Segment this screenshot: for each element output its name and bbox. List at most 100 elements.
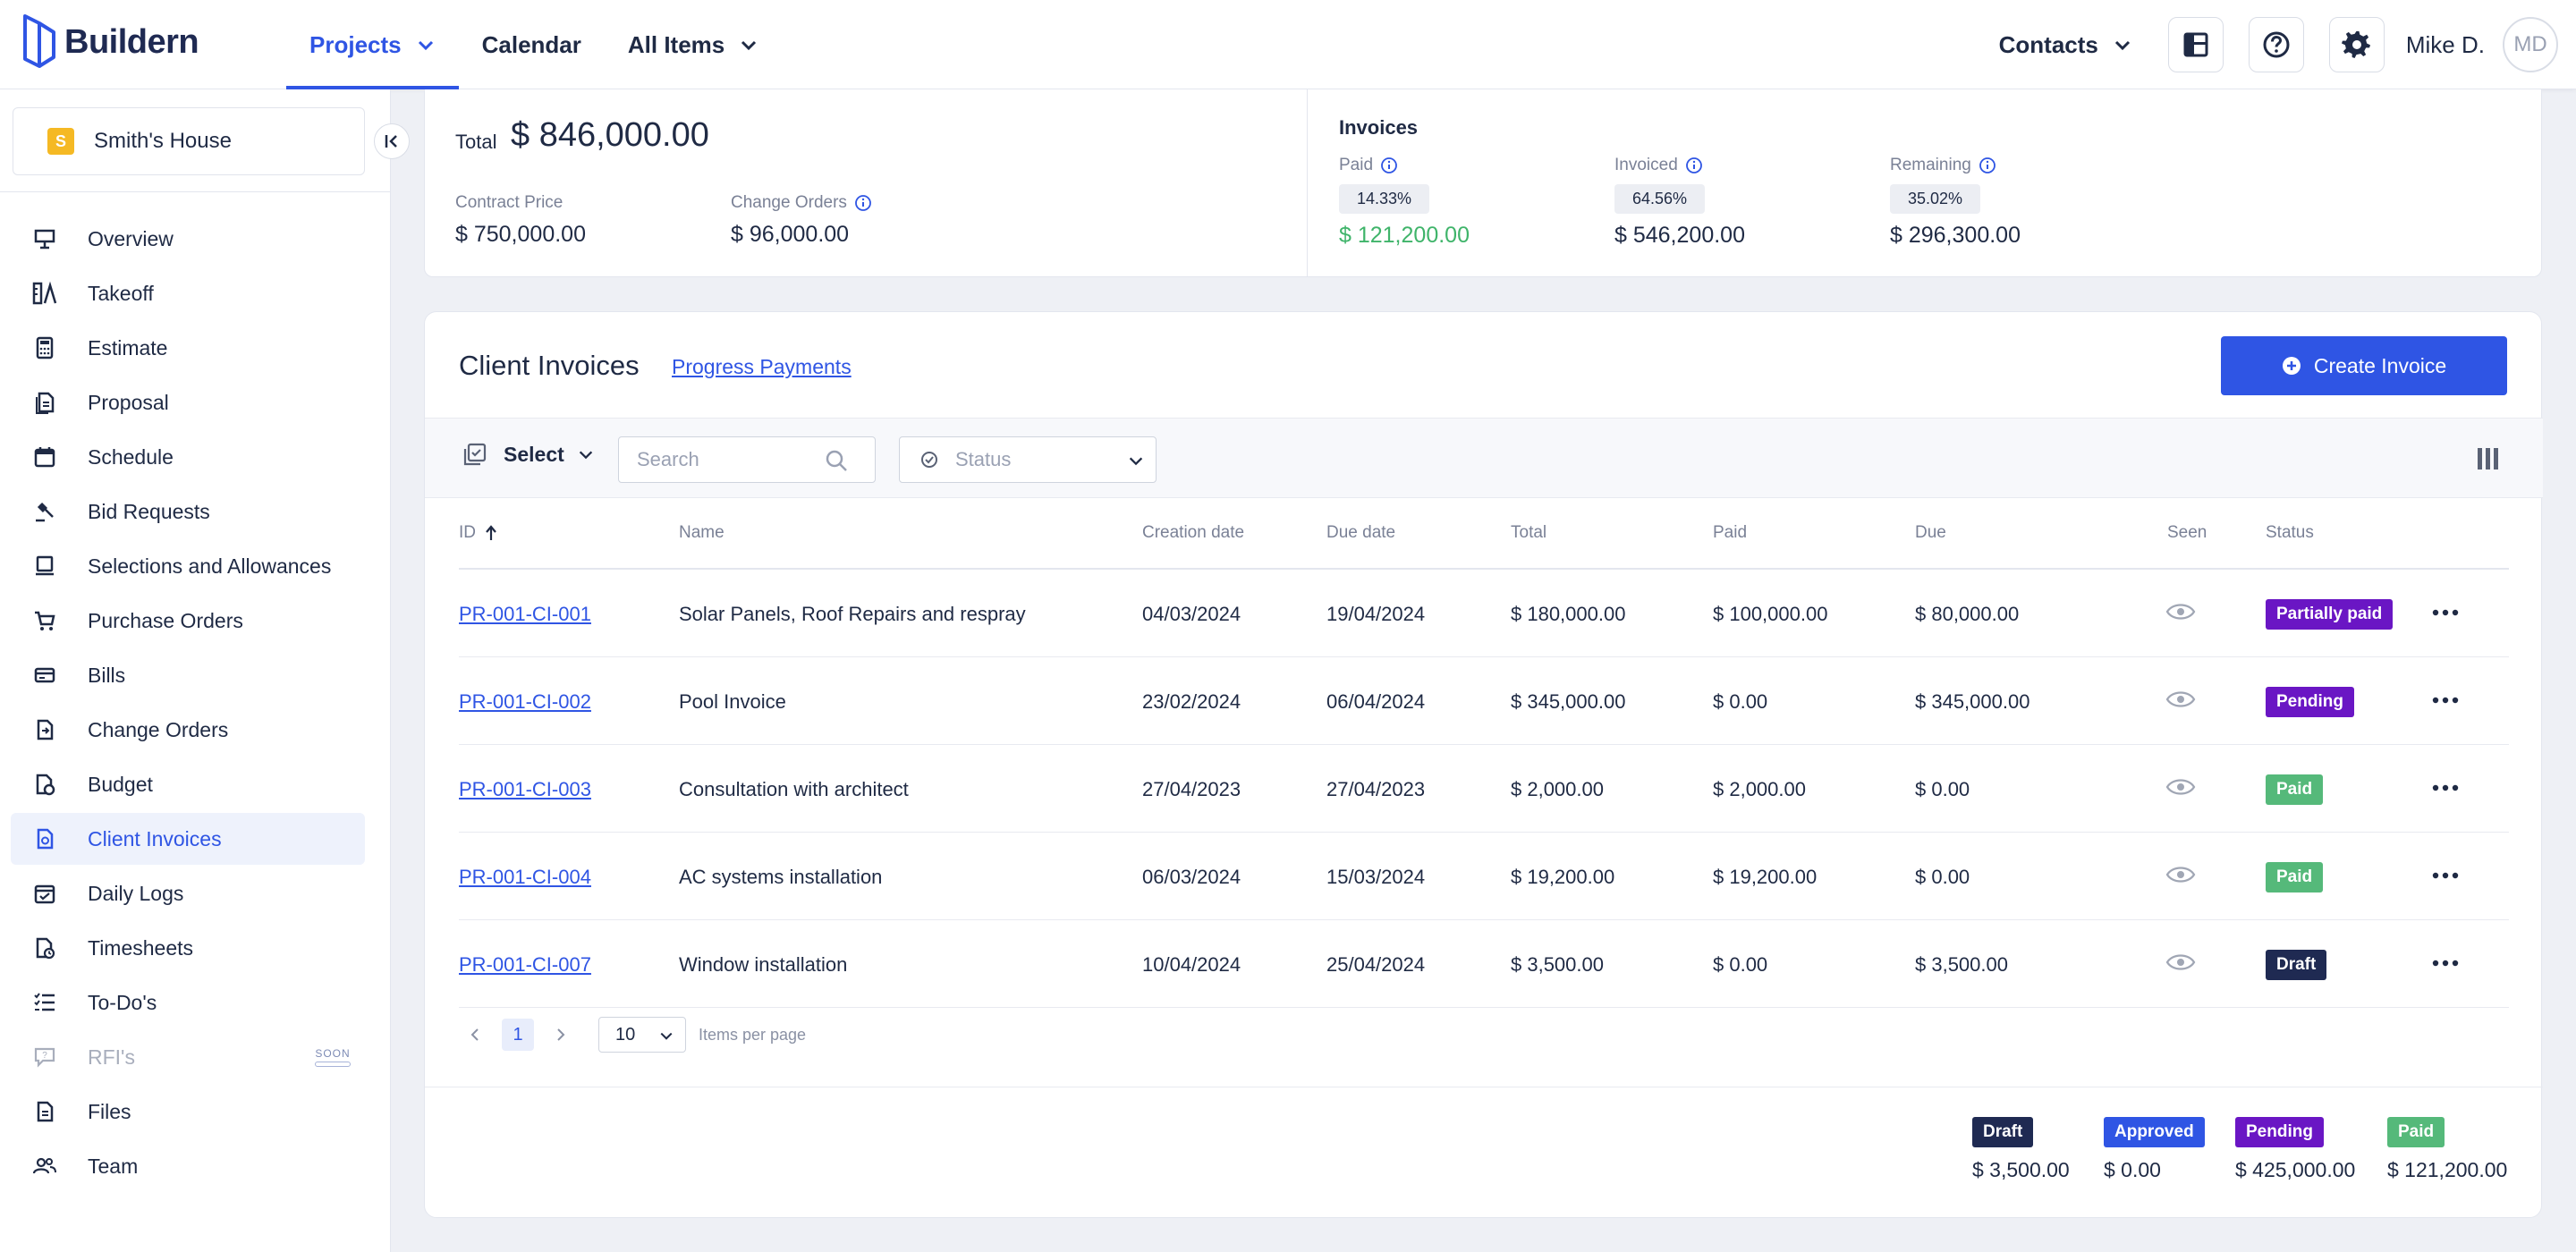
invoice-name: AC systems installation	[679, 866, 883, 888]
collapse-sidebar-button[interactable]	[374, 123, 410, 159]
sidebar-item-todos[interactable]: To-Do's	[11, 977, 365, 1028]
sidebar-item-bid-requests[interactable]: Bid Requests	[11, 486, 365, 537]
sidebar-nav: Overview Takeoff Estimate Proposal Sched…	[11, 213, 365, 1195]
info-icon[interactable]	[1380, 156, 1398, 174]
invoice-id-link[interactable]: PR-001-CI-004	[459, 866, 591, 888]
sidebar-item-label: Files	[88, 1099, 131, 1123]
more-options-icon[interactable]	[2432, 784, 2459, 791]
sidebar-item-estimate[interactable]: Estimate	[11, 322, 365, 374]
sidebar-item-timesheets[interactable]: Timesheets	[11, 922, 365, 974]
more-options-icon[interactable]	[2432, 960, 2459, 967]
sidebar-item-daily-logs[interactable]: Daily Logs	[11, 867, 365, 919]
sidebar-item-team[interactable]: Team	[11, 1140, 365, 1192]
help-button[interactable]	[2248, 17, 2304, 72]
page-number-button[interactable]: 1	[502, 1019, 534, 1051]
table-row[interactable]: PR-001-CI-002 Pool Invoice 23/02/2024 06…	[459, 657, 2509, 745]
sidebar-item-label: Overview	[88, 226, 174, 250]
total-label: Total	[455, 131, 497, 153]
status-badge: Pending	[2266, 687, 2354, 717]
legend-badge: Approved	[2104, 1117, 2205, 1147]
legend-badge: Paid	[2387, 1117, 2445, 1147]
invoice-id-link[interactable]: PR-001-CI-007	[459, 953, 591, 976]
progress-payments-link[interactable]: Progress Payments	[672, 355, 852, 378]
column-header-label: Paid	[1713, 523, 1748, 542]
project-name: Smith's House	[94, 129, 232, 153]
sidebar-item-selections[interactable]: Selections and Allowances	[11, 540, 365, 592]
table-row[interactable]: PR-001-CI-004 AC systems installation 06…	[459, 833, 2509, 920]
more-options-icon[interactable]	[2432, 697, 2459, 704]
column-header-id[interactable]: ID	[459, 523, 499, 543]
info-icon[interactable]	[854, 194, 872, 212]
gear-icon	[2341, 30, 2370, 58]
sidebar-item-label: Schedule	[88, 444, 174, 469]
sidebar-item-schedule[interactable]: Schedule	[11, 431, 365, 483]
column-header-creation-date[interactable]: Creation date	[1142, 523, 1244, 543]
column-header-label: Creation date	[1142, 523, 1245, 542]
column-header-status[interactable]: Status	[2266, 523, 2314, 543]
sidebar-item-change-orders[interactable]: Change Orders	[11, 704, 365, 756]
paid-amount: $ 100,000.00	[1713, 603, 1828, 625]
sidebar-item-budget[interactable]: Budget	[11, 758, 365, 810]
column-header-paid[interactable]: Paid	[1713, 523, 1747, 543]
invoice-name: Pool Invoice	[679, 690, 786, 713]
page-size-value: 10	[615, 1024, 636, 1045]
select-dropdown[interactable]: Select	[462, 442, 595, 467]
invoice-id-link[interactable]: PR-001-CI-001	[459, 603, 591, 625]
info-icon[interactable]	[1685, 156, 1703, 174]
create-invoice-button[interactable]: Create Invoice	[2221, 336, 2507, 395]
sidebar-item-takeoff[interactable]: Takeoff	[11, 267, 365, 319]
table-row[interactable]: PR-001-CI-003 Consultation with architec…	[459, 745, 2509, 833]
more-options-icon[interactable]	[2432, 872, 2459, 879]
avatar[interactable]: MD	[2503, 17, 2558, 72]
nav-calendar[interactable]: Calendar	[459, 0, 605, 89]
sidebar-item-files[interactable]: Files	[11, 1086, 365, 1138]
sidebar-item-client-invoices[interactable]: Client Invoices	[11, 813, 365, 865]
table-row[interactable]: PR-001-CI-007 Window installation 10/04/…	[459, 920, 2509, 1008]
nav-projects[interactable]: Projects	[286, 0, 459, 89]
invoice-name: Consultation with architect	[679, 778, 909, 800]
layout-button[interactable]	[2167, 17, 2224, 72]
app-logo[interactable]: Buildern	[20, 13, 199, 72]
chat-question-icon: ?	[32, 1045, 57, 1070]
columns-icon[interactable]	[2475, 445, 2502, 472]
column-header-total[interactable]: Total	[1511, 523, 1546, 543]
sort-ascending-icon	[486, 525, 496, 540]
invoiced-percent: 64.56%	[1614, 184, 1706, 214]
remaining-percent: 35.02%	[1890, 184, 1981, 214]
invoiced-value: $ 546,200.00	[1614, 223, 1745, 248]
column-header-name[interactable]: Name	[679, 523, 724, 543]
due-date: 15/03/2024	[1326, 866, 1426, 888]
status-filter-select[interactable]: Status	[899, 436, 1157, 483]
column-header-due-date[interactable]: Due date	[1326, 523, 1395, 543]
sidebar-item-bills[interactable]: Bills	[11, 649, 365, 701]
paid-summary: Paid 14.33% $ 121,200.00	[1339, 156, 1470, 249]
settings-button[interactable]	[2328, 17, 2385, 72]
legend-value: $ 0.00	[2104, 1158, 2161, 1181]
sidebar-item-purchase-orders[interactable]: Purchase Orders	[11, 595, 365, 647]
chevron-down-icon	[660, 1032, 673, 1040]
next-page-button[interactable]	[545, 1019, 577, 1051]
invoice-id-link[interactable]: PR-001-CI-003	[459, 778, 591, 800]
more-options-icon[interactable]	[2432, 609, 2459, 616]
status-badge: Paid	[2266, 774, 2324, 805]
nav-all-items[interactable]: All Items	[605, 0, 782, 89]
team-icon	[32, 1154, 57, 1179]
search-icon[interactable]	[825, 449, 848, 472]
contacts-menu[interactable]: Contacts	[1999, 31, 2132, 59]
info-icon[interactable]	[1979, 156, 1996, 174]
column-header-label: ID	[459, 523, 476, 542]
total-amount: $ 180,000.00	[1511, 603, 1626, 625]
column-header-label: Due date	[1326, 523, 1396, 542]
page-size-select[interactable]: 10	[598, 1017, 686, 1053]
invoice-id-link[interactable]: PR-001-CI-002	[459, 690, 591, 713]
prev-page-button[interactable]	[459, 1019, 491, 1051]
sidebar-item-label: Client Invoices	[88, 826, 222, 850]
sidebar-item-overview[interactable]: Overview	[11, 213, 365, 265]
table-row[interactable]: PR-001-CI-001 Solar Panels, Roof Repairs…	[459, 570, 2509, 657]
user-name[interactable]: Mike D.	[2405, 30, 2485, 58]
search-input[interactable]	[637, 448, 834, 471]
column-header-due[interactable]: Due	[1915, 523, 1946, 543]
sidebar-item-proposal[interactable]: Proposal	[11, 376, 365, 428]
project-selector[interactable]: S Smith's House	[13, 107, 365, 175]
contract-price: Contract Price $ 750,000.00	[455, 193, 586, 248]
